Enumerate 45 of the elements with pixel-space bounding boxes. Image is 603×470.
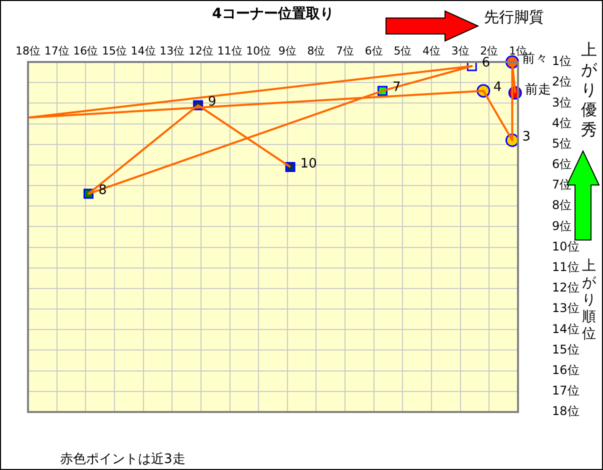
y-tick-label: 10位 bbox=[552, 239, 580, 254]
y-tick-label: 8位 bbox=[552, 198, 572, 212]
y-tick-label: 1位 bbox=[552, 54, 572, 68]
x-tick-label: 9位 bbox=[278, 44, 296, 58]
x-tick-label: 12位 bbox=[188, 44, 214, 58]
x-tick-label: 5位 bbox=[394, 44, 412, 58]
x-tick-label: 6位 bbox=[364, 44, 383, 58]
text: 先行脚質 bbox=[484, 8, 544, 27]
x-tick-label: 11位 bbox=[217, 44, 242, 58]
x-axis-title: 4コーナー位置取り bbox=[212, 6, 334, 22]
x-tick-label: 18位 bbox=[16, 44, 40, 58]
y-tick-label: 6位 bbox=[552, 157, 572, 172]
x-tick-label: 10位 bbox=[246, 44, 272, 58]
annotation: 3 bbox=[522, 130, 531, 145]
annotation: 10 bbox=[300, 156, 317, 172]
y-tick-label: 16位 bbox=[552, 362, 580, 377]
x-tick-label: 3位 bbox=[451, 44, 470, 58]
x-tick-label: 14位 bbox=[130, 44, 156, 58]
y-axis-title: 上がり順位 bbox=[582, 258, 597, 343]
y-tick-label: 14位 bbox=[552, 322, 580, 336]
y-tick-label: 5位 bbox=[552, 136, 572, 150]
x-tick-label: 4位 bbox=[422, 44, 441, 58]
y-tick-label: 17位 bbox=[552, 384, 580, 398]
y-tick-label: 2位 bbox=[552, 74, 572, 89]
x-tick-label: 7位 bbox=[336, 44, 354, 58]
y-tick-label: 13位 bbox=[552, 301, 580, 316]
x-tick-label: 8位 bbox=[307, 44, 326, 58]
y-tick-label: 9位 bbox=[552, 218, 572, 233]
y-tick-label: 4位 bbox=[552, 116, 572, 130]
x-tick-label: 16位 bbox=[73, 44, 98, 58]
y-tick-label: 18位 bbox=[552, 404, 580, 418]
text: 上がり優秀 bbox=[581, 40, 598, 140]
x-tick-label: 15位 bbox=[102, 44, 127, 58]
x-tick-label: 17位 bbox=[44, 44, 70, 58]
annotation: 前走 bbox=[525, 82, 552, 98]
x-tick-label: 2位 bbox=[480, 44, 498, 58]
annotation: 6 bbox=[482, 55, 490, 70]
annotation: 9 bbox=[208, 94, 216, 110]
annotation: 4 bbox=[493, 80, 502, 96]
y-tick-label: 11位 bbox=[552, 260, 580, 274]
text: 赤色ポイントは近3走 bbox=[60, 451, 186, 468]
x-tick-label: 13位 bbox=[160, 44, 185, 58]
y-tick-label: 3位 bbox=[552, 95, 572, 110]
y-tick-label: 15位 bbox=[552, 342, 580, 356]
y-tick-label: 12位 bbox=[552, 280, 580, 295]
